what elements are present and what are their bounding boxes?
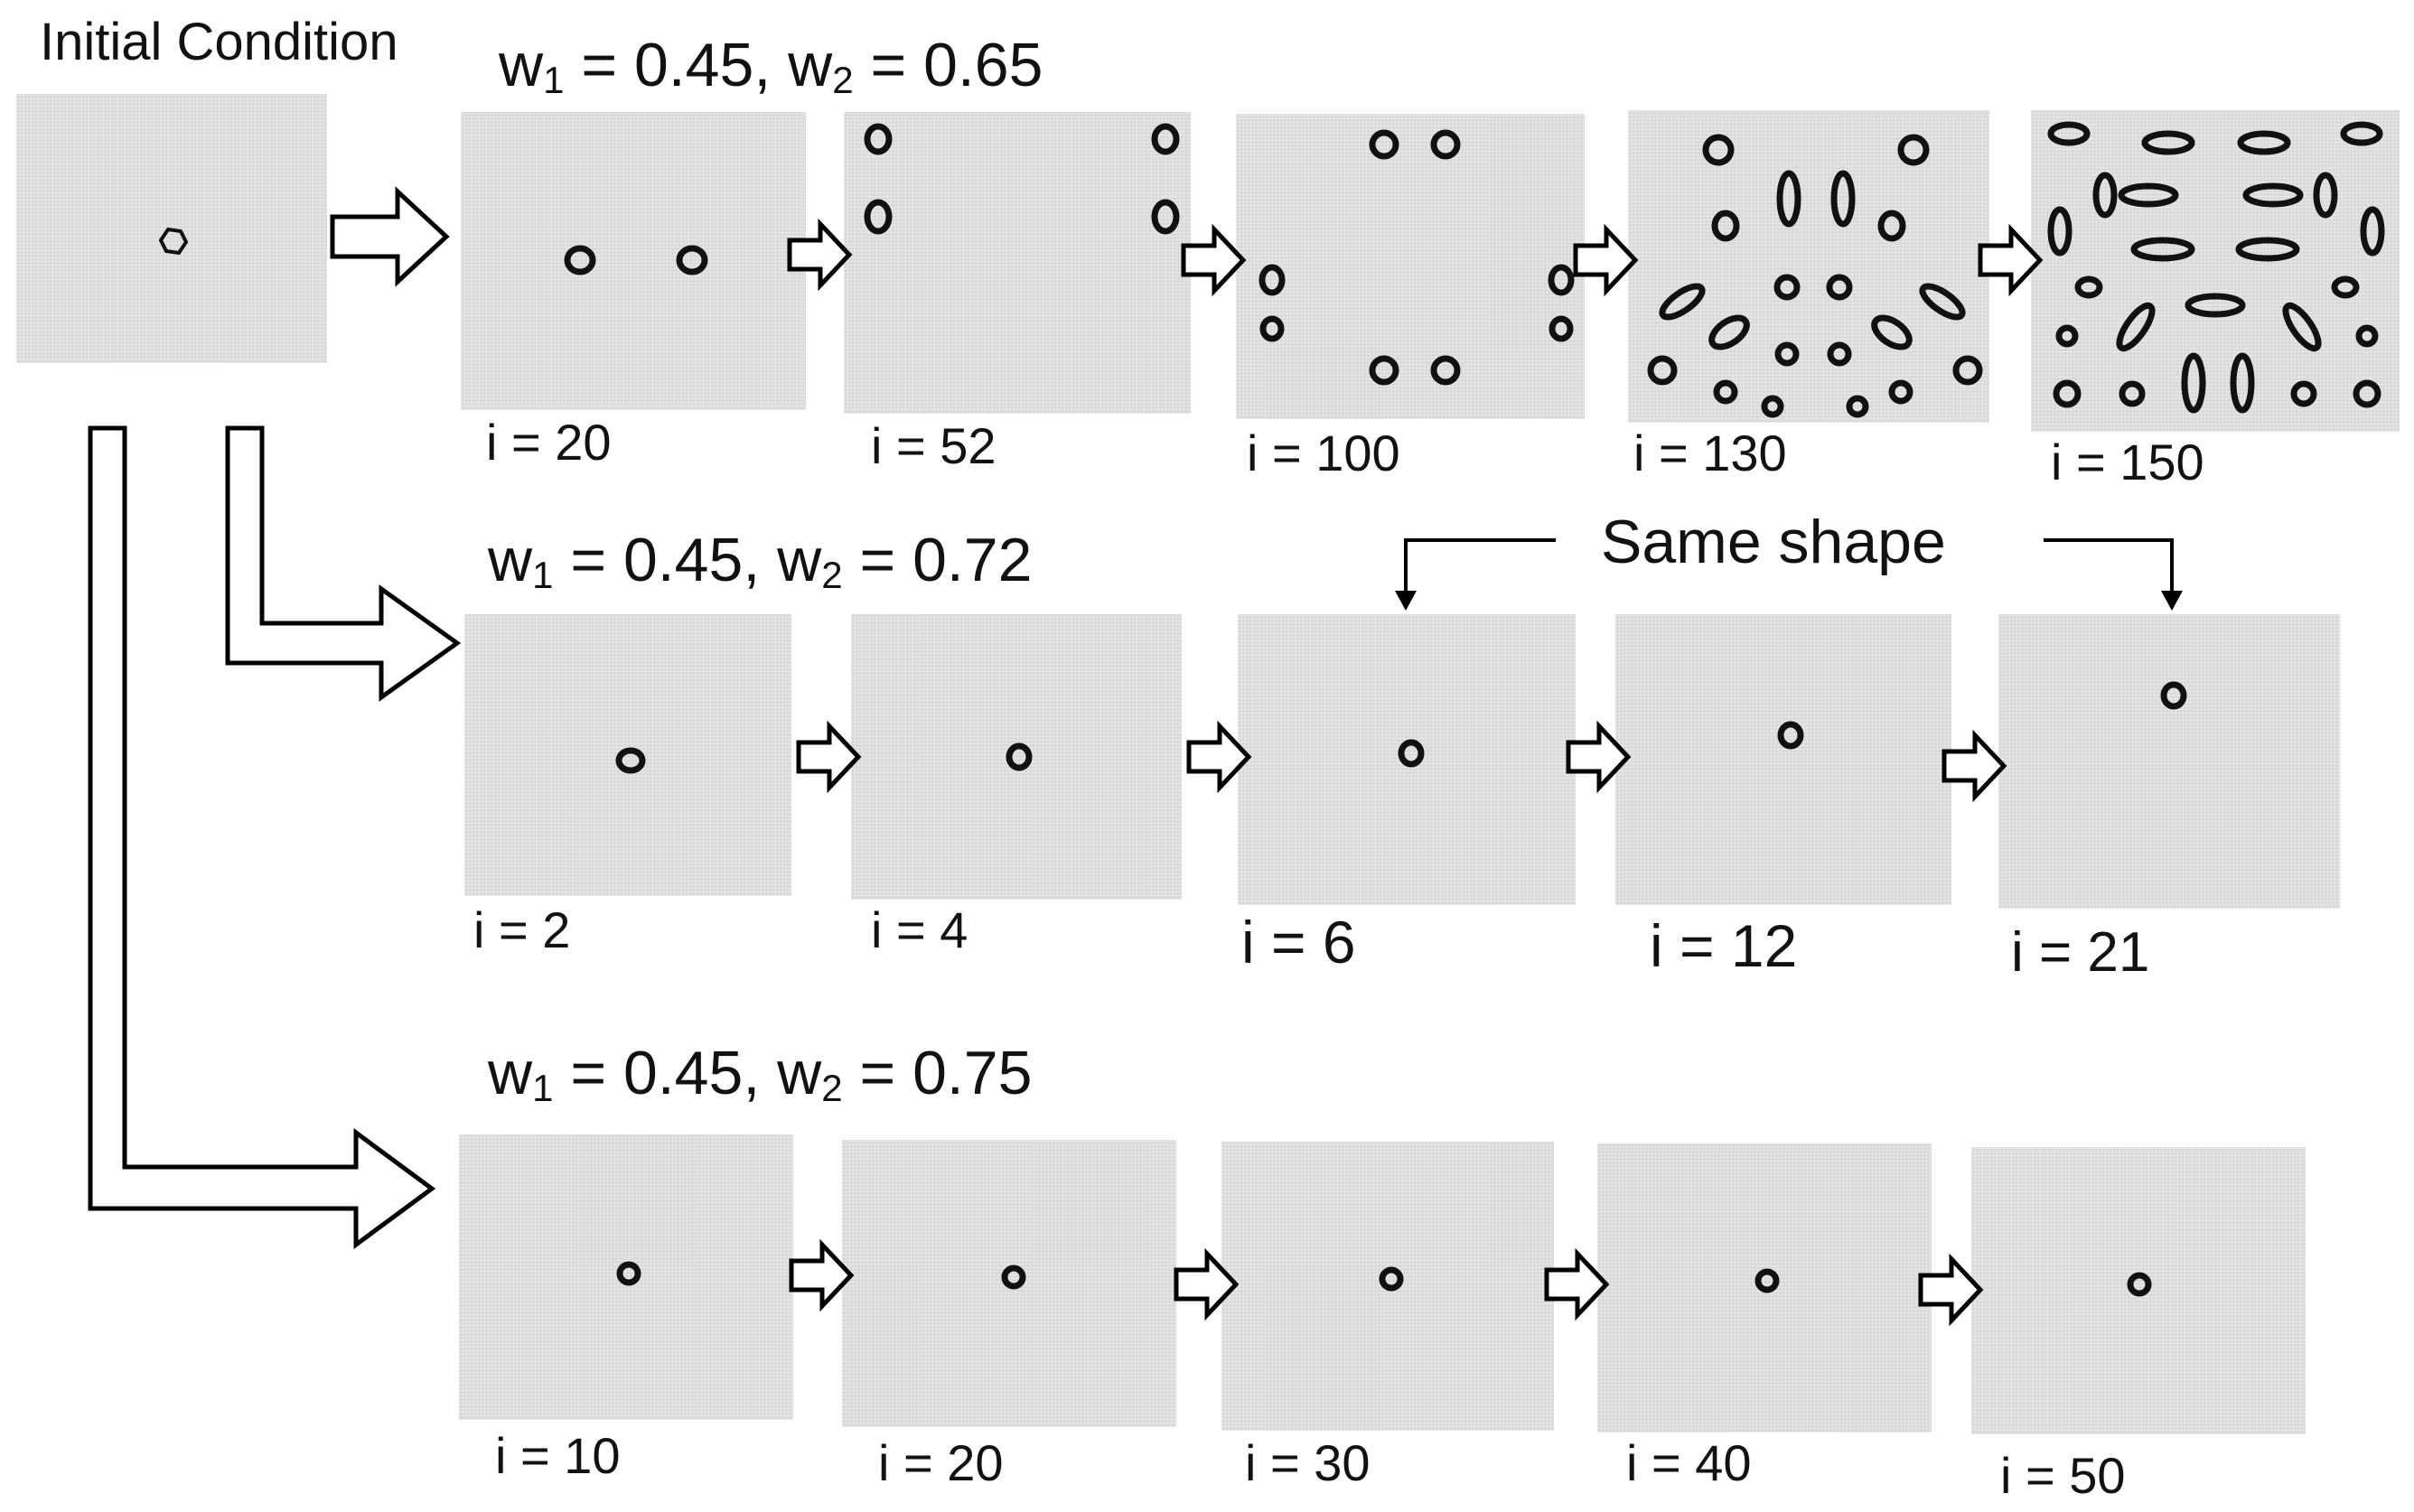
row3-title: w1 = 0.45, w2 = 0.75 [488,1039,1033,1109]
row1-panel-5 [2031,110,2400,432]
row2-step-label-2: i = 4 [871,901,968,958]
row2-panel-5 [1998,614,2340,909]
row3-step-label-5: i = 50 [2000,1447,2126,1504]
row1-step-label-5: i = 150 [2051,434,2204,490]
elbow-arrow-row2 [225,425,462,702]
row1-step-label-2: i = 52 [871,417,996,474]
row1-title: w1 = 0.45, w2 = 0.65 [499,31,1043,101]
initial-condition-title: Initial Condition [40,13,398,71]
small-arrow-r2-2 [1186,720,1252,794]
row1-step-label-4: i = 130 [1633,425,1787,481]
row3-step-label-4: i = 40 [1626,1434,1752,1491]
small-arrow-r1-1 [787,218,853,292]
row2-title: w1 = 0.45, w2 = 0.72 [488,526,1033,596]
small-arrow-r2-4 [1941,729,2007,803]
small-arrow-r3-3 [1544,1247,1610,1321]
row1-step-label-3: i = 100 [1247,425,1400,481]
small-arrow-r3-1 [789,1238,855,1312]
row3-step-label-1: i = 10 [495,1427,621,1484]
small-arrow-r3-2 [1174,1247,1240,1321]
row2-panel-4 [1615,614,1951,905]
row1-panel-2 [844,112,1191,414]
same-shape-connectors [1404,538,2174,596]
row1-panel-1 [461,112,806,410]
pattern-blobs [158,121,2385,1297]
row1-panel-4 [1628,110,1989,423]
row3-step-label-2: i = 20 [878,1434,1004,1491]
small-arrow-r1-2 [1181,223,1247,297]
row1-step-label-1: i = 20 [486,414,612,471]
row1-panel-3 [1236,114,1585,419]
row2-step-label-1: i = 2 [473,901,571,958]
row2-step-label-3: i = 6 [1241,909,1356,975]
small-arrow-r3-4 [1918,1253,1984,1327]
row2-panel-1 [464,614,791,896]
same-shape-annotation: Same shape [1601,508,1946,576]
row2-panel-2 [851,614,1182,900]
row2-step-label-4: i = 12 [1650,912,1798,979]
big-arrow-row1 [330,186,450,287]
small-arrow-r2-1 [796,720,862,794]
row3-step-label-3: i = 30 [1245,1434,1371,1491]
small-arrow-r2-3 [1566,720,1632,794]
small-arrow-r1-4 [1978,223,2044,297]
row2-step-label-5: i = 21 [2011,921,2150,984]
row3-panel-1 [459,1134,793,1420]
small-arrow-r1-3 [1573,223,1639,297]
elbow-arrow-row3 [88,425,436,1249]
